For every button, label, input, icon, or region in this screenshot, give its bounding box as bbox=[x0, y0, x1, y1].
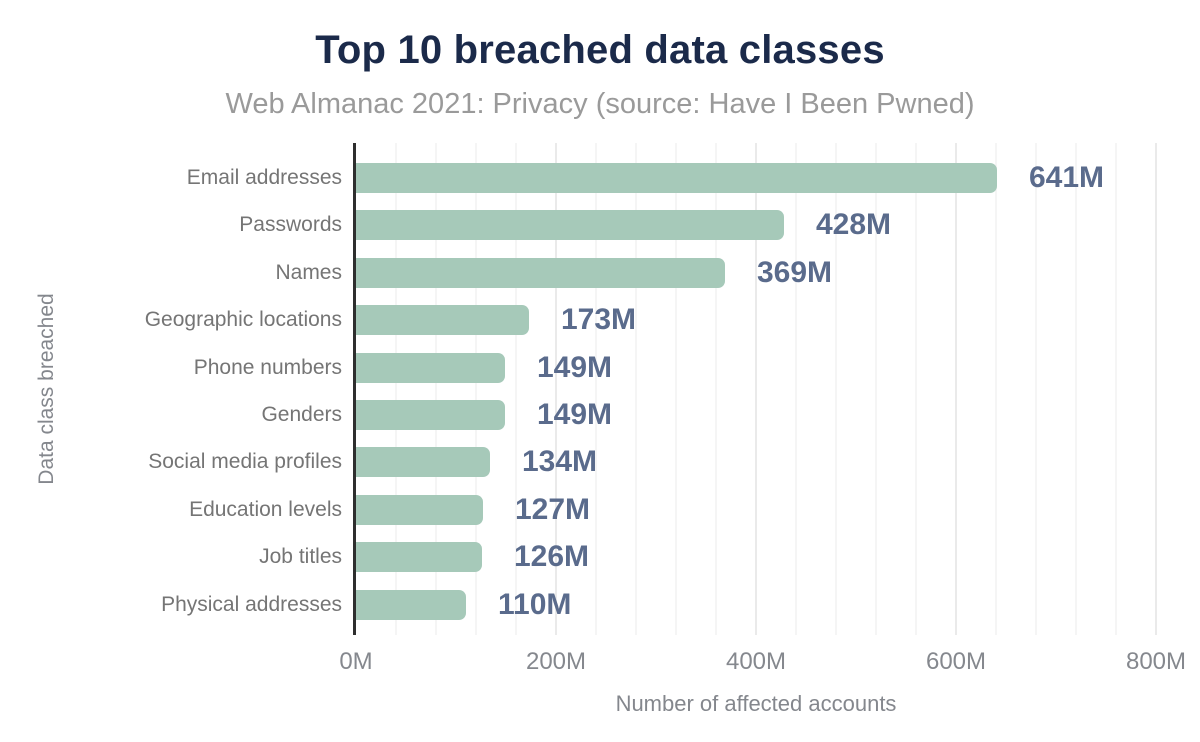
category-label: Genders bbox=[261, 403, 342, 426]
bar-phone-numbers bbox=[356, 352, 505, 383]
category-label: Physical addresses bbox=[161, 592, 342, 616]
plot-area bbox=[353, 143, 1157, 635]
bar-social-media-profiles bbox=[356, 447, 490, 478]
minor-gridline bbox=[795, 143, 797, 635]
bar-education-levels bbox=[356, 494, 483, 525]
value-label: 173M bbox=[561, 303, 637, 337]
value-label: 110M bbox=[498, 587, 572, 621]
value-label: 369M bbox=[757, 255, 833, 289]
minor-gridline bbox=[635, 143, 637, 635]
bar-genders bbox=[356, 400, 505, 430]
x-tick-label: 600M bbox=[925, 648, 987, 675]
x-tick-label: 0M bbox=[339, 648, 373, 675]
bar-job-titles bbox=[356, 542, 482, 573]
x-tick-label: 200M bbox=[525, 648, 587, 675]
value-label: 149M bbox=[537, 350, 613, 384]
major-gridline bbox=[955, 143, 957, 635]
minor-gridline bbox=[475, 143, 477, 635]
bar-email-addresses bbox=[356, 163, 997, 193]
category-label: Names bbox=[275, 260, 342, 284]
y-axis-line bbox=[353, 143, 356, 635]
x-tick-label: 400M bbox=[725, 648, 787, 675]
major-gridline bbox=[555, 143, 557, 635]
value-label: 428M bbox=[816, 208, 892, 242]
bar-geographic-locations bbox=[356, 305, 529, 336]
x-axis-label: Number of affected accounts bbox=[615, 691, 897, 716]
value-label: 641M bbox=[1029, 161, 1105, 194]
x-tick-label: 800M bbox=[1125, 648, 1187, 675]
major-gridline bbox=[755, 143, 757, 635]
minor-gridline bbox=[835, 143, 837, 635]
bar-names bbox=[356, 257, 725, 288]
bar-passwords bbox=[356, 210, 784, 241]
category-label: Geographic locations bbox=[144, 308, 342, 332]
category-label: Social media profiles bbox=[148, 450, 342, 474]
value-label: 149M bbox=[537, 398, 613, 431]
category-label: Email addresses bbox=[186, 166, 342, 189]
category-label: Passwords bbox=[239, 213, 342, 237]
chart-title: Top 10 breached data classes bbox=[315, 28, 885, 72]
value-label: 134M bbox=[522, 445, 598, 479]
chart-subtitle: Web Almanac 2021: Privacy (source: Have … bbox=[225, 88, 975, 120]
bar-physical-addresses bbox=[356, 589, 466, 620]
minor-gridline bbox=[675, 143, 677, 635]
category-label: Job titles bbox=[259, 545, 342, 569]
minor-gridline bbox=[515, 143, 517, 635]
category-label: Phone numbers bbox=[193, 355, 342, 379]
minor-gridline bbox=[595, 143, 597, 635]
value-label: 127M bbox=[515, 492, 591, 526]
minor-gridline bbox=[1115, 143, 1117, 635]
minor-gridline bbox=[1075, 143, 1077, 635]
minor-gridline bbox=[995, 143, 997, 635]
value-label: 126M bbox=[514, 540, 590, 574]
minor-gridline bbox=[875, 143, 877, 635]
minor-gridline bbox=[395, 143, 397, 635]
minor-gridline bbox=[435, 143, 437, 635]
minor-gridline bbox=[1035, 143, 1037, 635]
minor-gridline bbox=[715, 143, 717, 635]
category-label: Education levels bbox=[189, 497, 342, 521]
major-gridline bbox=[1155, 143, 1157, 635]
minor-gridline bbox=[915, 143, 917, 635]
